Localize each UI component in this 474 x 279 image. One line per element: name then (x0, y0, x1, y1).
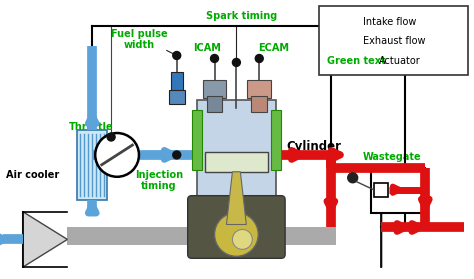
Circle shape (215, 213, 258, 256)
Bar (171, 72, 182, 92)
Bar (374, 183, 388, 197)
Text: Exhaust flow: Exhaust flow (363, 36, 425, 45)
Bar (319, 6, 468, 75)
Bar (207, 96, 222, 112)
Circle shape (232, 229, 252, 249)
Circle shape (95, 133, 139, 177)
Text: Spark timing: Spark timing (206, 11, 277, 21)
Circle shape (232, 59, 240, 66)
Bar (247, 80, 271, 98)
Bar (77, 130, 107, 200)
Bar (169, 90, 185, 104)
Circle shape (255, 54, 263, 62)
Text: Intake flow: Intake flow (363, 17, 416, 27)
Bar (271, 110, 281, 170)
Bar (371, 168, 425, 213)
Bar (251, 96, 267, 112)
Text: ICAM: ICAM (192, 42, 220, 52)
Polygon shape (227, 172, 246, 225)
Text: ECAM: ECAM (258, 42, 289, 52)
Text: Actuator: Actuator (379, 56, 420, 66)
Bar (205, 152, 268, 172)
Circle shape (173, 52, 181, 59)
Bar (197, 100, 276, 200)
Text: Air cooler: Air cooler (6, 170, 59, 180)
Text: Throttle: Throttle (69, 122, 114, 132)
Bar (67, 227, 336, 245)
Text: Fuel pulse
width: Fuel pulse width (110, 29, 167, 50)
Bar (191, 110, 201, 170)
FancyBboxPatch shape (188, 196, 285, 258)
Polygon shape (23, 211, 67, 267)
Text: Injection
timing: Injection timing (135, 170, 183, 191)
Text: Green text: Green text (327, 56, 385, 66)
Text: Cylinder: Cylinder (286, 140, 341, 153)
Bar (202, 80, 227, 98)
Circle shape (107, 133, 115, 141)
Circle shape (173, 151, 181, 159)
Circle shape (210, 54, 219, 62)
Text: Wastegate: Wastegate (363, 152, 421, 162)
Circle shape (348, 173, 358, 183)
